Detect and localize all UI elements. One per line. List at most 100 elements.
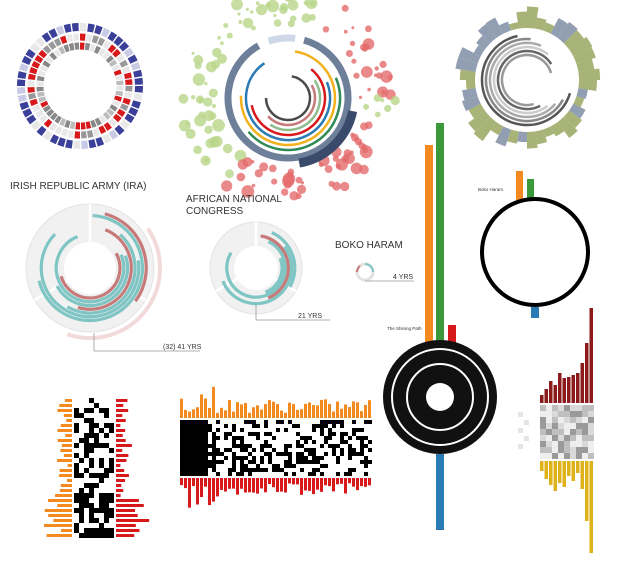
- mosaic2-bottom-bar: [364, 478, 367, 487]
- mosaic1-right-bar: [116, 534, 135, 537]
- bubble: [328, 180, 335, 187]
- mosaic3-cell: [552, 429, 558, 435]
- mosaic2-cell: [208, 420, 212, 424]
- mosaic2-cell: [248, 444, 252, 448]
- mosaic1-cell: [109, 533, 114, 538]
- bubble: [245, 7, 249, 11]
- mosaic2-cell: [304, 448, 308, 452]
- bubble: [191, 51, 195, 55]
- mosaic2-cell: [332, 468, 336, 472]
- mosaic2-cell: [348, 452, 352, 456]
- mosaic2-cell: [216, 456, 220, 460]
- mosaic2-top-bar: [260, 409, 263, 418]
- mosaic2-cell: [236, 420, 240, 424]
- mosaic1-cell: [99, 513, 104, 518]
- mosaic2-cell: [308, 436, 312, 440]
- mosaic2-cell: [268, 440, 272, 444]
- mosaic2-cell: [340, 428, 344, 432]
- bubble: [217, 36, 221, 40]
- mosaic1-cell: [94, 483, 99, 488]
- mosaic2-cell: [360, 448, 364, 452]
- mosaic2-top-bar: [292, 404, 295, 418]
- mosaic2-cell: [240, 460, 244, 464]
- mosaic2-cell: [288, 468, 292, 472]
- mosaic2-cell: [228, 456, 232, 460]
- mosaic3-cell: [588, 447, 594, 453]
- mosaic2-cell: [260, 432, 264, 436]
- mosaic2-cell: [256, 456, 260, 460]
- mosaic1-cell: [94, 518, 99, 523]
- mosaic2-cell: [332, 428, 336, 432]
- boko-orange-bar: [516, 171, 523, 201]
- ring1-segment: [19, 63, 29, 72]
- mosaic1-right-bar: [116, 514, 138, 517]
- mosaic2-cell: [364, 456, 368, 460]
- mosaic1-cell: [89, 468, 94, 473]
- mosaic2-cell: [264, 448, 268, 452]
- mosaic2-cell: [364, 428, 368, 432]
- mosaic2-cell: [284, 464, 288, 468]
- ring1-segment: [133, 69, 143, 78]
- mosaic2-cell: [324, 472, 328, 476]
- mosaic2-cell: [304, 432, 308, 436]
- ring3-segment: [563, 110, 582, 129]
- ring2-inner-arc: [247, 77, 342, 152]
- mosaic2-cell: [268, 452, 272, 456]
- bubble: [374, 66, 379, 71]
- mosaic2-cell: [320, 424, 324, 428]
- mosaic2-cell: [312, 468, 316, 472]
- ring1-segment: [102, 40, 111, 50]
- mosaic3-cell: [564, 405, 570, 411]
- mosaic3-bottom-bar: [567, 461, 571, 476]
- mosaic2-cell: [272, 436, 276, 440]
- ring1-segment: [38, 49, 48, 59]
- mosaic2-bottom-bar: [240, 478, 243, 489]
- mosaic3-cell: [588, 441, 594, 447]
- mosaic2-cell: [328, 428, 332, 432]
- mosaic2-cell: [324, 424, 328, 428]
- mosaic2-bottom-bar: [248, 478, 251, 493]
- ring1-segment: [43, 118, 53, 128]
- ring3-segment: [507, 129, 519, 144]
- mosaic2-cell: [328, 468, 332, 472]
- ring1-segment: [115, 74, 123, 81]
- mosaic1-cell: [79, 403, 84, 408]
- mosaic2-cell: [300, 420, 304, 424]
- mosaic2-cell: [236, 424, 240, 428]
- mosaic2-top-bar: [248, 412, 251, 418]
- mosaic1-cell: [79, 533, 84, 538]
- mosaic2-cell: [344, 420, 348, 424]
- mosaic3-top-bar: [571, 375, 575, 403]
- mosaic1-cell: [74, 513, 79, 518]
- mosaic1-cell: [109, 443, 114, 448]
- ring1-segment: [49, 122, 58, 132]
- mosaic2-cell: [272, 464, 276, 468]
- bubble: [360, 66, 373, 78]
- mosaic1-cell: [79, 428, 84, 433]
- mosaic2-cell: [344, 424, 348, 428]
- mosaic1-cell: [109, 483, 114, 488]
- bubble: [250, 25, 256, 31]
- target-center-white: [426, 383, 454, 411]
- anc-arc: [271, 231, 297, 288]
- mosaic2-top-bar: [300, 409, 303, 418]
- mosaic1-right-bar: [116, 469, 125, 472]
- mosaic2-cell: [316, 472, 320, 476]
- mosaic2-cell: [356, 460, 360, 464]
- anc-arc: [264, 257, 284, 294]
- mosaic2-cell: [248, 468, 252, 472]
- mosaic2-cell: [352, 452, 356, 456]
- mosaic1-left-bar: [60, 449, 72, 452]
- bubble: [345, 50, 353, 57]
- mosaic3-bottom-bar: [544, 461, 548, 479]
- ring3-inner-arc: [480, 34, 572, 127]
- bubble: [387, 74, 393, 80]
- mosaic2-cell: [356, 472, 360, 476]
- mosaic2-cell: [288, 460, 292, 464]
- mosaic3-bottom-bar: [580, 461, 584, 489]
- mosaic1-cell: [94, 423, 99, 428]
- ring3-segment: [526, 6, 539, 29]
- mosaic1-cell: [89, 513, 94, 518]
- mosaic1-left-bar: [44, 509, 72, 512]
- mosaic2-cell: [216, 468, 220, 472]
